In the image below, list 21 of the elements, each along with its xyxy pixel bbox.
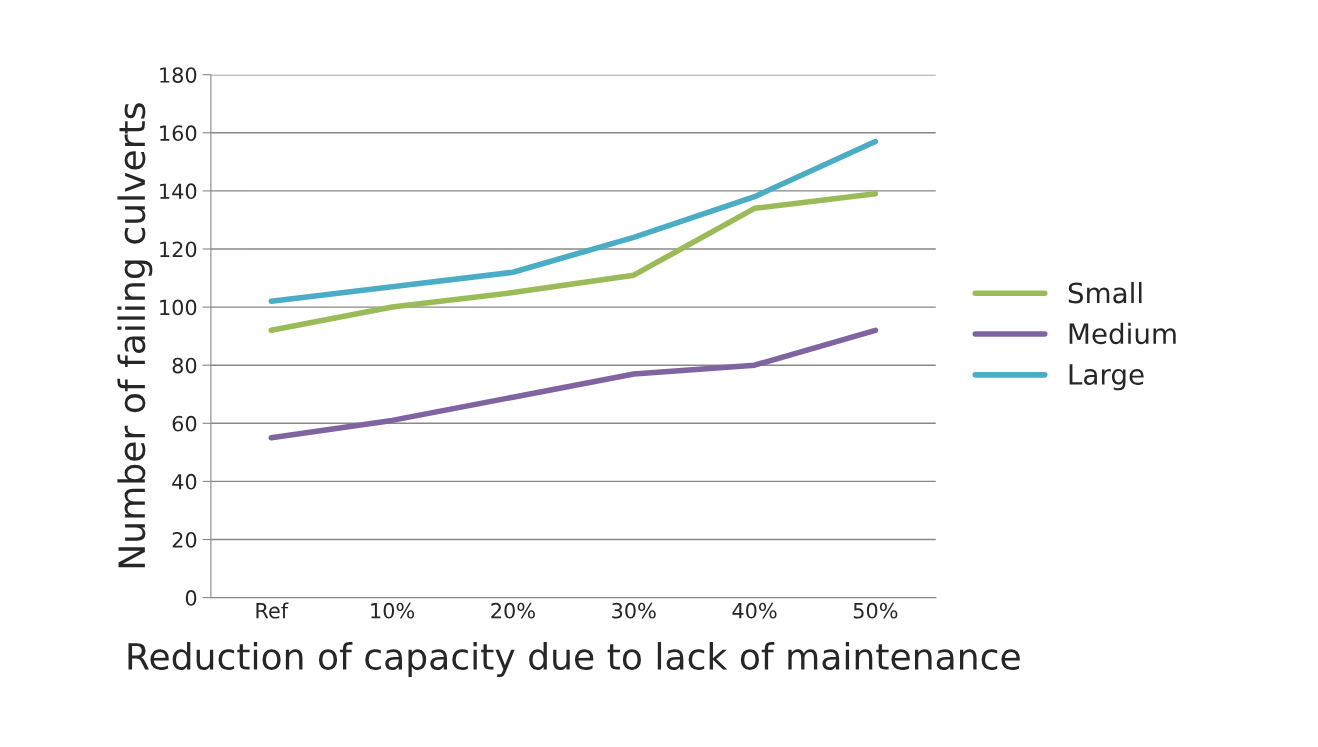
legend-label: Large bbox=[1069, 364, 1144, 391]
x-tick-label: 20% bbox=[491, 602, 535, 619]
y-tick-label: 100 bbox=[160, 299, 197, 316]
legend-label: Small bbox=[1068, 281, 1142, 304]
y-tick-label: 80 bbox=[172, 357, 197, 374]
y-tick-label: 20 bbox=[172, 531, 197, 548]
y-tick-label: 0 bbox=[185, 590, 197, 606]
x-tick-label: 10% bbox=[371, 602, 415, 619]
x-tick-label: Ref bbox=[256, 602, 289, 619]
y-tick-label: 120 bbox=[160, 241, 197, 258]
x-tick-label: 50% bbox=[853, 602, 898, 619]
y-tick-label: 180 bbox=[160, 67, 197, 83]
x-tick-label: 40% bbox=[732, 602, 777, 619]
y-axis-title: Number of failing culverts bbox=[117, 103, 153, 568]
x-axis-title: Reduction of capacity due to lack of maintenance bbox=[128, 642, 1020, 678]
legend-label: Medium bbox=[1069, 322, 1176, 345]
y-tick-label: 160 bbox=[160, 125, 197, 142]
y-tick-label: 60 bbox=[172, 415, 197, 432]
x-tick-label: 30% bbox=[612, 602, 656, 619]
y-tick-label: 40 bbox=[172, 473, 197, 490]
y-tick-label: 140 bbox=[160, 183, 197, 200]
